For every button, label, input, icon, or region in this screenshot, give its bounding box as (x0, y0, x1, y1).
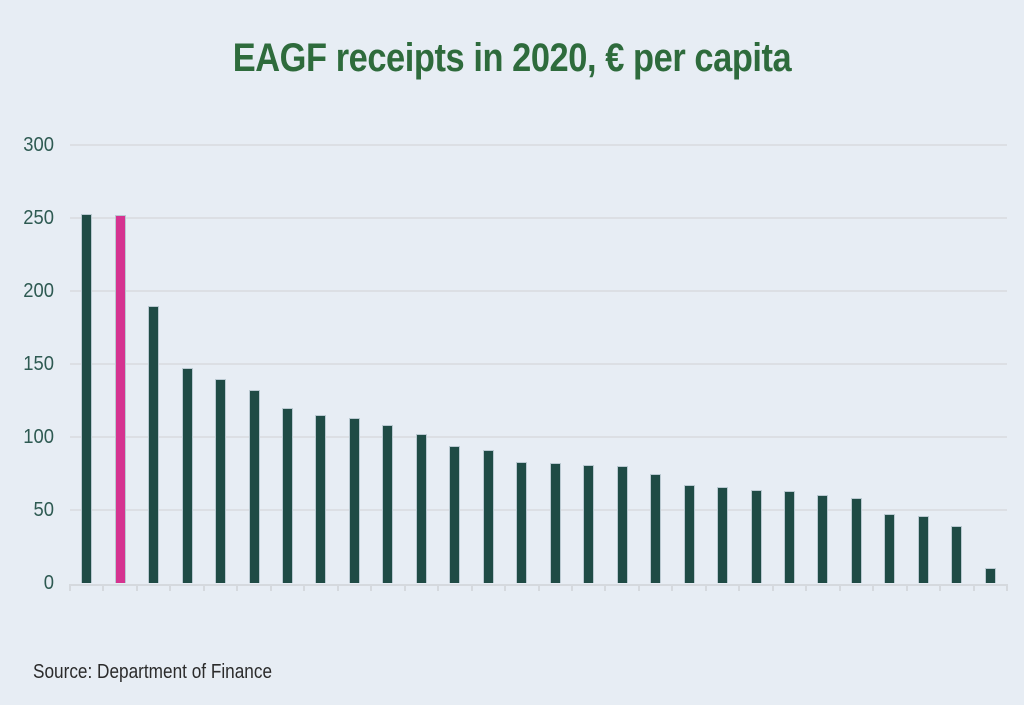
bar (549, 463, 561, 583)
bar (984, 568, 996, 583)
bar (148, 305, 160, 583)
bar (817, 495, 829, 583)
y-axis-tick-label: 250 (23, 207, 54, 229)
x-axis-tick (437, 584, 440, 591)
bar (282, 407, 294, 583)
y-axis-tick-label: 200 (23, 280, 54, 302)
x-axis-tick (202, 584, 205, 591)
x-axis-tick (905, 584, 908, 591)
bar (683, 485, 695, 583)
x-axis-tick (704, 584, 707, 591)
x-axis-tick (939, 584, 942, 591)
x-axis-tick (671, 584, 674, 591)
y-axis-tick-label: 150 (23, 353, 54, 375)
source-note: Source: Department of Finance (33, 661, 273, 683)
bar (348, 418, 360, 583)
x-axis-tick (370, 584, 373, 591)
x-axis-tick (169, 584, 172, 591)
x-axis-tick (872, 584, 875, 591)
x-axis-tick (69, 584, 71, 591)
gridline (70, 363, 1007, 365)
gridline (70, 509, 1007, 511)
x-axis-tick (102, 584, 105, 591)
bar (315, 415, 327, 583)
x-axis-tick (303, 584, 306, 591)
bar (583, 464, 595, 583)
bar (415, 434, 427, 583)
bar (783, 491, 795, 583)
bar (650, 473, 662, 583)
x-axis-tick (838, 584, 841, 591)
y-axis-tick-label: 100 (23, 426, 54, 448)
x-axis-tick (738, 584, 741, 591)
gridline (70, 217, 1007, 219)
bar (248, 390, 260, 583)
x-axis-tick (470, 584, 473, 591)
bar (951, 526, 963, 583)
x-axis-tick (236, 584, 239, 591)
x-axis-tick (504, 584, 507, 591)
bar (884, 514, 896, 583)
chart-title: EAGF receipts in 2020, € per capita (232, 36, 792, 80)
gridline (70, 436, 1007, 438)
highlighted-bar (114, 215, 126, 583)
x-axis-tick (403, 584, 406, 591)
bar (616, 466, 628, 583)
bar (917, 515, 929, 583)
bar (850, 498, 862, 583)
x-axis-tick (637, 584, 640, 591)
y-axis-tick-label: 0 (43, 572, 54, 594)
x-axis-tick (269, 584, 272, 591)
plot-area: 0 50 100 150 200 250 300 (23, 134, 1008, 594)
gridline (70, 144, 1007, 146)
bar (449, 445, 461, 583)
x-axis-tick (135, 584, 138, 591)
bar (516, 461, 528, 583)
bar (717, 486, 729, 583)
bar (750, 489, 762, 583)
bar (482, 450, 494, 583)
x-axis-tick (1006, 584, 1008, 591)
x-axis-tick (604, 584, 607, 591)
y-axis-tick-label: 300 (23, 134, 54, 156)
y-axis-tick-label: 50 (33, 499, 54, 521)
x-axis-tick (570, 584, 573, 591)
x-axis-tick (336, 584, 339, 591)
bar (181, 368, 193, 583)
bar (215, 378, 227, 583)
bar (382, 425, 394, 583)
bar (81, 213, 93, 583)
x-axis-tick (972, 584, 975, 591)
x-axis-tick (805, 584, 808, 591)
x-axis-tick (537, 584, 540, 591)
gridline (70, 290, 1007, 292)
x-axis-tick (771, 584, 774, 591)
